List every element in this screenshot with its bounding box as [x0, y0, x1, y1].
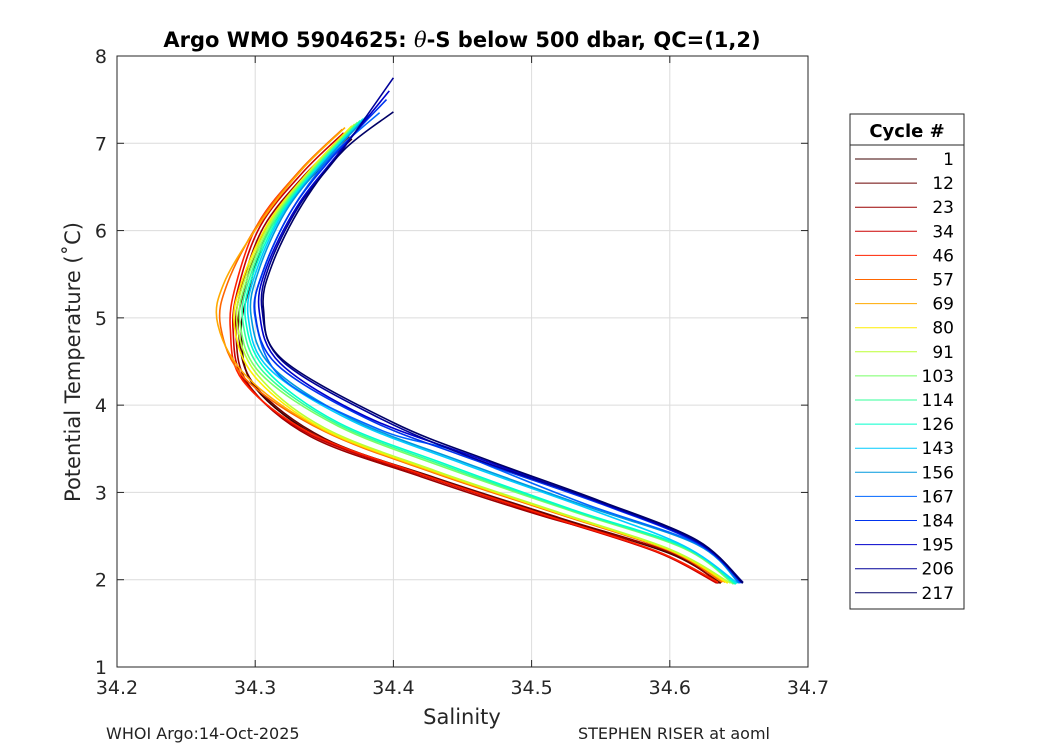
legend-label-195: 195 [922, 536, 954, 556]
y-tick-label: 7 [95, 133, 107, 155]
grid-lines [117, 56, 808, 667]
legend-label-206: 206 [922, 560, 954, 580]
x-tick-label: 34.7 [787, 677, 829, 699]
legend: Cycle # 1 12 23 34 46 57 69 80 91 103 114 126 143 156… [849, 113, 965, 610]
y-tick-label: 4 [95, 395, 107, 417]
series-line-cycle-80 [232, 125, 729, 584]
y-tick-label: 3 [95, 482, 107, 504]
legend-label-12: 12 [932, 174, 954, 194]
legend-label-80: 80 [932, 319, 954, 339]
legend-label-23: 23 [932, 198, 954, 218]
series-line-cycle-12 [237, 135, 721, 584]
plot-lines [215, 77, 744, 585]
footer-credit: WHOI Argo:14-Oct-2025 [106, 724, 300, 743]
legend-label-46: 46 [932, 246, 954, 266]
y-axis-ticks: 1 2 3 4 5 6 7 8 [95, 46, 808, 679]
x-axis-label: Salinity [423, 705, 501, 729]
x-tick-label: 34.6 [649, 677, 691, 699]
y-tick-label: 1 [95, 657, 107, 679]
legend-label-143: 143 [922, 439, 954, 459]
legend-entries: 1 12 23 34 46 57 69 80 91 103 114 126 143 156 167 184 19… [855, 150, 954, 604]
legend-label-1: 1 [943, 150, 954, 170]
y-tick-label: 2 [95, 570, 107, 592]
series-line-cycle-103 [238, 121, 734, 585]
series-line-cycle-143 [246, 116, 738, 584]
y-tick-label: 6 [95, 221, 107, 243]
plot-area-frame [116, 55, 809, 668]
y-axis-label: Potential Temperature (˚C) [61, 222, 85, 502]
x-tick-label: 34.5 [510, 677, 552, 699]
y-tick-label: 8 [95, 46, 107, 68]
x-axis-ticks: 34.2 34.3 34.4 34.5 34.6 34.7 [96, 56, 829, 699]
chart-title: Argo WMO 5904625: θ-S below 500 dbar, QC… [163, 28, 760, 52]
series-line-cycle-184 [253, 99, 743, 584]
title-theta: θ [414, 28, 427, 52]
legend-label-69: 69 [932, 295, 954, 315]
footer-operator: STEPHEN RISER at aoml [578, 724, 770, 743]
series-line-cycle-114 [241, 120, 736, 585]
series-line-cycle-217 [262, 111, 744, 584]
legend-label-114: 114 [922, 391, 954, 411]
x-tick-label: 34.4 [372, 677, 414, 699]
series-line-cycle-167 [253, 112, 741, 584]
legend-label-167: 167 [922, 487, 954, 507]
legend-label-184: 184 [922, 512, 954, 532]
series-line-cycle-1 [240, 138, 722, 584]
legend-label-156: 156 [922, 463, 954, 483]
series-line-cycle-195 [257, 90, 743, 583]
series-line-cycle-156 [249, 114, 740, 584]
x-tick-label: 34.3 [234, 677, 276, 699]
series-line-cycle-23 [234, 134, 719, 584]
title-prefix: Argo WMO 5904625: [163, 28, 414, 52]
x-tick-label: 34.2 [96, 677, 138, 699]
legend-title: Cycle # [869, 121, 944, 142]
series-line-cycle-126 [244, 118, 737, 585]
y-tick-label: 5 [95, 308, 107, 330]
legend-label-126: 126 [922, 415, 954, 435]
legend-box [849, 113, 965, 610]
legend-label-57: 57 [932, 271, 954, 291]
legend-label-91: 91 [932, 343, 954, 363]
legend-label-103: 103 [922, 367, 954, 387]
legend-label-34: 34 [932, 222, 954, 242]
legend-label-217: 217 [922, 584, 954, 604]
series-line-cycle-91 [235, 123, 731, 584]
title-suffix: -S below 500 dbar, QC=(1,2) [427, 28, 761, 52]
